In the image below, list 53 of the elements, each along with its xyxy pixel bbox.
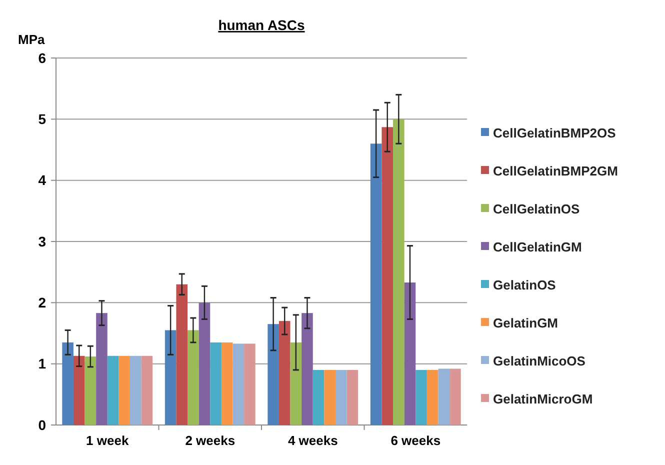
bar: [312, 370, 324, 425]
y-tick-label: 0: [38, 416, 46, 433]
bar: [164, 330, 176, 425]
bar: [324, 370, 336, 425]
legend-label: GelatinMicroGM: [493, 392, 593, 407]
bar: [188, 330, 199, 425]
bar: [62, 342, 74, 425]
bar: [302, 313, 313, 425]
y-tick-label: 1: [38, 356, 46, 372]
bar: [382, 127, 394, 425]
bar: [268, 324, 279, 425]
bar: [290, 342, 302, 425]
x-tick-label: 4 weeks: [288, 433, 338, 448]
bar: [130, 356, 142, 425]
bar: [278, 321, 290, 425]
y-tick-label: 6: [38, 50, 46, 66]
y-tick-label: 3: [38, 233, 46, 250]
bar: [96, 313, 108, 425]
bar: [73, 356, 85, 425]
legend-label: GelatinMicoOS: [493, 354, 586, 369]
bar: [232, 344, 244, 425]
y-tick-label: 4: [38, 172, 46, 188]
x-tick-label: 6 weeks: [390, 433, 441, 448]
bar: [141, 356, 153, 425]
y-tick-label: 5: [38, 111, 46, 128]
bar: [221, 342, 233, 425]
bar: [244, 344, 256, 425]
bar: [393, 119, 404, 425]
chart-title: human ASCs: [218, 17, 306, 33]
bar: [118, 356, 130, 425]
legend-label: CellGelatinBMP2OS: [493, 126, 616, 141]
bar: [210, 342, 222, 425]
bar: [198, 302, 210, 425]
legend-label: CellGelatinBMP2GM: [493, 164, 618, 179]
bar: [438, 368, 450, 425]
bar: [370, 144, 382, 425]
legend-label: CellGelatinOS: [493, 202, 580, 217]
bar: [416, 370, 427, 425]
bar: [450, 368, 461, 425]
bar: [426, 370, 438, 425]
legend-label: GelatinOS: [493, 278, 556, 293]
bar: [107, 356, 119, 425]
x-tick-label: 1 week: [86, 433, 130, 448]
bar: [84, 356, 96, 425]
legend-label: GelatinGM: [493, 316, 558, 331]
y-tick-label: 2: [38, 294, 46, 311]
x-tick-label: 2 weeks: [185, 433, 236, 448]
bar: [335, 370, 347, 425]
legend-label: CellGelatinGM: [493, 240, 582, 255]
bar: [404, 282, 416, 425]
bar: [176, 284, 188, 425]
y-axis-title: MPa: [18, 32, 46, 47]
bar: [346, 370, 358, 425]
